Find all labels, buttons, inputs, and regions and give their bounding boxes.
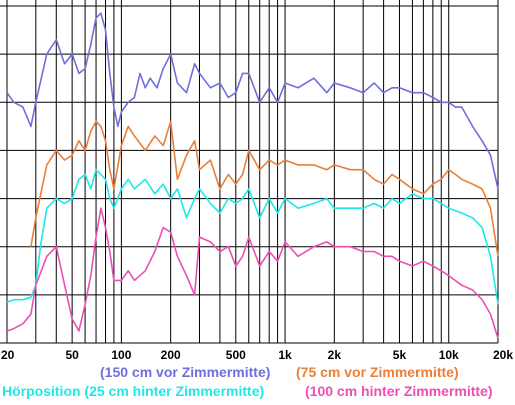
x-tick-label: 20k (493, 348, 513, 362)
x-tick-label: 100 (111, 348, 131, 362)
grid (0, 0, 499, 344)
x-tick-label: 50 (65, 348, 79, 362)
series-line-3 (6, 168, 499, 305)
series-line-2 (30, 120, 499, 257)
x-tick-label: 1k (278, 348, 292, 362)
x-tick-label: 20 (1, 348, 15, 362)
legend-hoerposition: Hörposition (25 cm hinter Zimmermitte) (2, 383, 265, 399)
series-line-4 (6, 207, 499, 339)
series-layer (6, 12, 499, 339)
x-tick-label: 5k (393, 348, 407, 362)
plot-background (0, 0, 515, 345)
x-tick-label: 10k (439, 348, 459, 362)
x-tick-label: 500 (226, 348, 246, 362)
x-tick-labels: 20 50 100 200 500 1k 2k 5k 10k 20k (1, 348, 513, 362)
x-tick-label: 200 (161, 348, 181, 362)
legend-75cm-vor: (75 cm vor Zimmermitte) (296, 364, 459, 380)
legend-150cm-vor: (150 cm vor Zimmermitte) (100, 364, 271, 380)
legend-100cm-hinter: (100 cm hinter Zimmermitte) (305, 383, 493, 399)
x-tick-label: 2k (328, 348, 342, 362)
series-line-1 (6, 12, 499, 190)
